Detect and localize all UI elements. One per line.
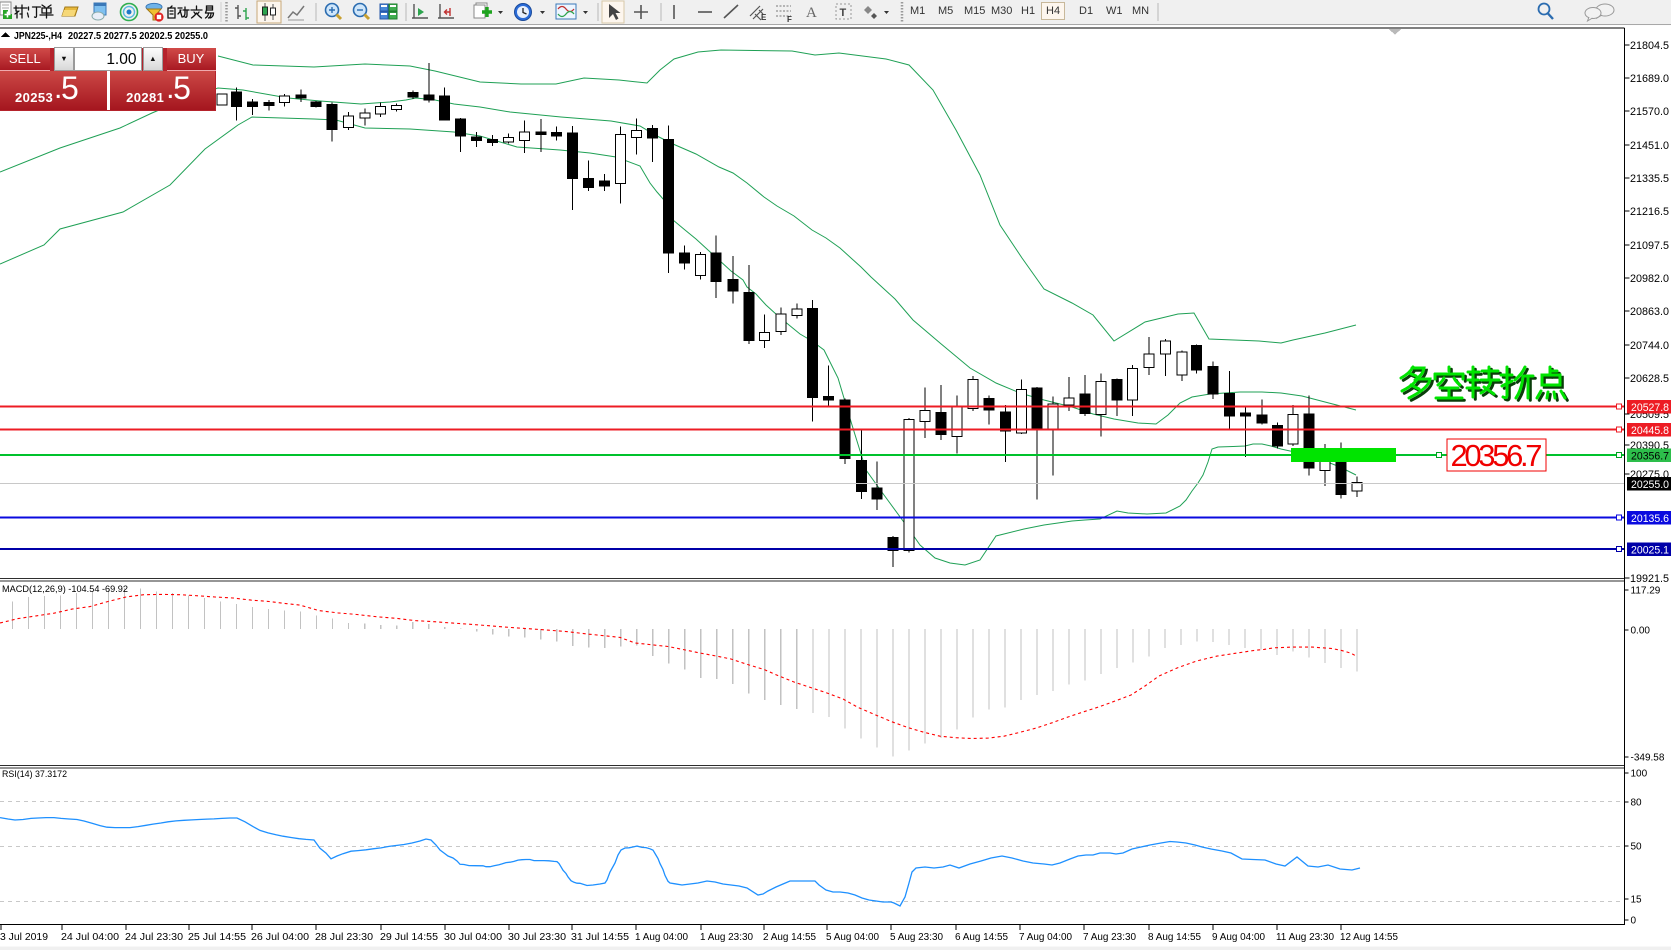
svg-text:7 Aug 23:30: 7 Aug 23:30 [1083,932,1136,943]
svg-text:JPN225-,H4: JPN225-,H4 [14,31,62,42]
svg-text:25 Jul 14:55: 25 Jul 14:55 [188,932,246,943]
svg-text:F: F [787,15,792,24]
svg-text:30 Jul 23:30: 30 Jul 23:30 [508,932,566,943]
svg-text:100: 100 [1631,769,1648,780]
svg-text:11 Aug 23:30: 11 Aug 23:30 [1276,932,1334,943]
svg-text:-349.58: -349.58 [1631,753,1665,764]
svg-text:6 Aug 14:55: 6 Aug 14:55 [955,932,1008,943]
svg-text:24 Jul 23:30: 24 Jul 23:30 [125,932,183,943]
svg-text:20356.7: 20356.7 [1451,438,1543,473]
svg-text:2 Aug 14:55: 2 Aug 14:55 [763,932,816,943]
svg-text:21335.5: 21335.5 [1630,173,1669,185]
svg-text:15: 15 [1631,895,1643,906]
svg-text:29 Jul 14:55: 29 Jul 14:55 [380,932,438,943]
svg-text:E: E [761,13,767,22]
svg-text:5 Aug 04:00: 5 Aug 04:00 [826,932,879,943]
svg-text:3 Jul 2019: 3 Jul 2019 [0,932,48,943]
svg-text:20863.0: 20863.0 [1630,306,1669,318]
svg-text:50: 50 [1631,842,1643,853]
svg-text:A: A [806,5,817,21]
svg-text:20227.5 20277.5 20202.5 20255.: 20227.5 20277.5 20202.5 20255.0 [68,31,208,42]
svg-text:19921.5: 19921.5 [1630,573,1669,585]
svg-text:7 Aug 04:00: 7 Aug 04:00 [1019,932,1072,943]
svg-text:28 Jul 23:30: 28 Jul 23:30 [315,932,373,943]
svg-text:26 Jul 04:00: 26 Jul 04:00 [251,932,309,943]
svg-text:21689.0: 21689.0 [1630,73,1669,85]
svg-text:1 Aug 23:30: 1 Aug 23:30 [700,932,753,943]
svg-text:117.29: 117.29 [1631,586,1661,597]
svg-text:30 Jul 04:00: 30 Jul 04:00 [444,932,502,943]
svg-text:5 Aug 23:30: 5 Aug 23:30 [890,932,943,943]
svg-text:12 Aug 14:55: 12 Aug 14:55 [1340,932,1398,943]
svg-text:1 Aug 04:00: 1 Aug 04:00 [635,932,688,943]
svg-text:21804.5: 21804.5 [1630,40,1669,52]
svg-text:20982.0: 20982.0 [1630,273,1669,285]
svg-text:21451.0: 21451.0 [1630,140,1669,152]
svg-text:MACD(12,26,9) -104.54 -69.92: MACD(12,26,9) -104.54 -69.92 [2,584,128,595]
svg-text:24 Jul 04:00: 24 Jul 04:00 [61,932,119,943]
svg-text:80: 80 [1631,798,1643,809]
svg-text:20628.5: 20628.5 [1630,373,1669,385]
svg-text:20356.7: 20356.7 [1631,451,1669,463]
svg-text:9 Aug 04:00: 9 Aug 04:00 [1212,932,1265,943]
svg-text:21097.5: 21097.5 [1630,240,1669,252]
svg-text:20135.6: 20135.6 [1631,513,1669,525]
svg-text:20527.8: 20527.8 [1631,402,1669,414]
svg-text:8 Aug 14:55: 8 Aug 14:55 [1148,932,1201,943]
svg-text:0: 0 [1631,916,1637,927]
svg-text:31 Jul 14:55: 31 Jul 14:55 [571,932,629,943]
svg-text:21216.5: 21216.5 [1630,206,1669,218]
svg-text:0.00: 0.00 [1631,626,1651,637]
svg-text:T: T [840,7,847,19]
svg-text:20255.0: 20255.0 [1631,479,1669,491]
svg-text:RSI(14) 37.3172: RSI(14) 37.3172 [2,769,67,780]
svg-text:20744.0: 20744.0 [1630,340,1669,352]
svg-text:20445.8: 20445.8 [1631,425,1669,437]
svg-text:20025.1: 20025.1 [1631,545,1669,557]
svg-text:21570.0: 21570.0 [1630,106,1669,118]
